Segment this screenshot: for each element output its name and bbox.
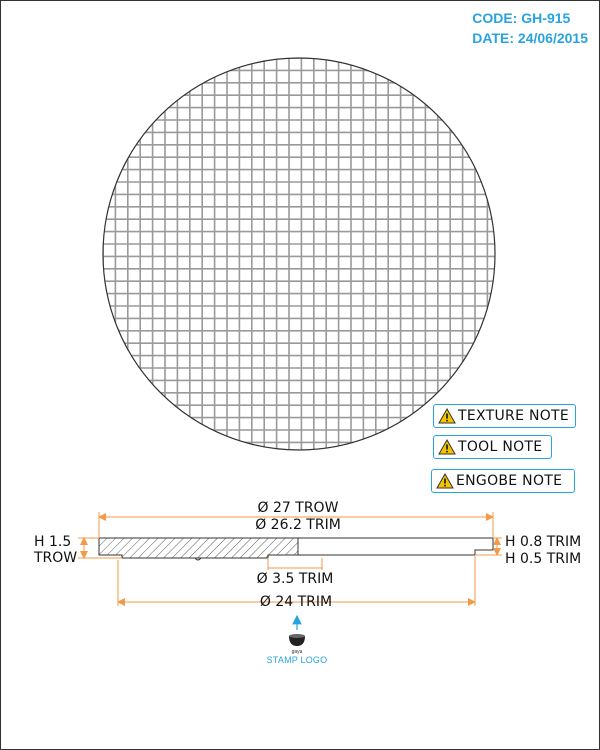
stamp-logo-text: gaya (292, 649, 303, 655)
height-right-top-label: H 0.8 TRIM (505, 534, 581, 550)
product-code: CODE: GH-915 (472, 10, 571, 26)
base-diameter-label: Ø 24 TRIM (260, 594, 332, 610)
section-notch (194, 557, 202, 561)
texture-note-label: TEXTURE NOTE (458, 408, 570, 424)
stamp-icon (289, 636, 305, 646)
trow-diameter-label: Ø 27 TROW (258, 500, 339, 516)
stamp-logo: gaya (289, 614, 305, 655)
dimension-lines (78, 512, 502, 606)
title-block: CODE: GH-915 DATE: 24/06/2015 (472, 8, 588, 48)
tool-note-button[interactable]: TOOL NOTE (433, 435, 552, 459)
warning-triangle-icon (438, 408, 456, 424)
tool-note-label: TOOL NOTE (458, 439, 543, 455)
dimension-labels: Ø 27 TROW Ø 26.2 TRIM H 1.5 TROW H 0.8 T… (33, 500, 581, 610)
texture-grid (103, 58, 495, 450)
engobe-note-button[interactable]: ENGOBE NOTE (431, 469, 575, 493)
drawing-date: DATE: 24/06/2015 (472, 30, 588, 46)
plate-outline (102, 57, 496, 451)
warning-triangle-icon (436, 473, 454, 489)
warning-triangle-icon (438, 439, 456, 455)
engobe-note-label: ENGOBE NOTE (456, 473, 563, 489)
section-outline-right (298, 537, 494, 556)
stamp-logo-label: STAMP LOGO (266, 655, 328, 665)
height-left-bottom-label: TROW (33, 550, 77, 566)
plate-top-view (102, 57, 496, 451)
trim-diameter-label: Ø 26.2 TRIM (255, 517, 341, 533)
height-left-top-label: H 1.5 (34, 534, 71, 550)
height-right-bottom-label: H 0.5 TRIM (505, 551, 581, 567)
section-hatched (98, 537, 299, 559)
foot-diameter-label: Ø 3.5 TRIM (257, 571, 334, 587)
texture-note-button[interactable]: TEXTURE NOTE (433, 404, 576, 428)
plate-cross-section (98, 537, 494, 561)
